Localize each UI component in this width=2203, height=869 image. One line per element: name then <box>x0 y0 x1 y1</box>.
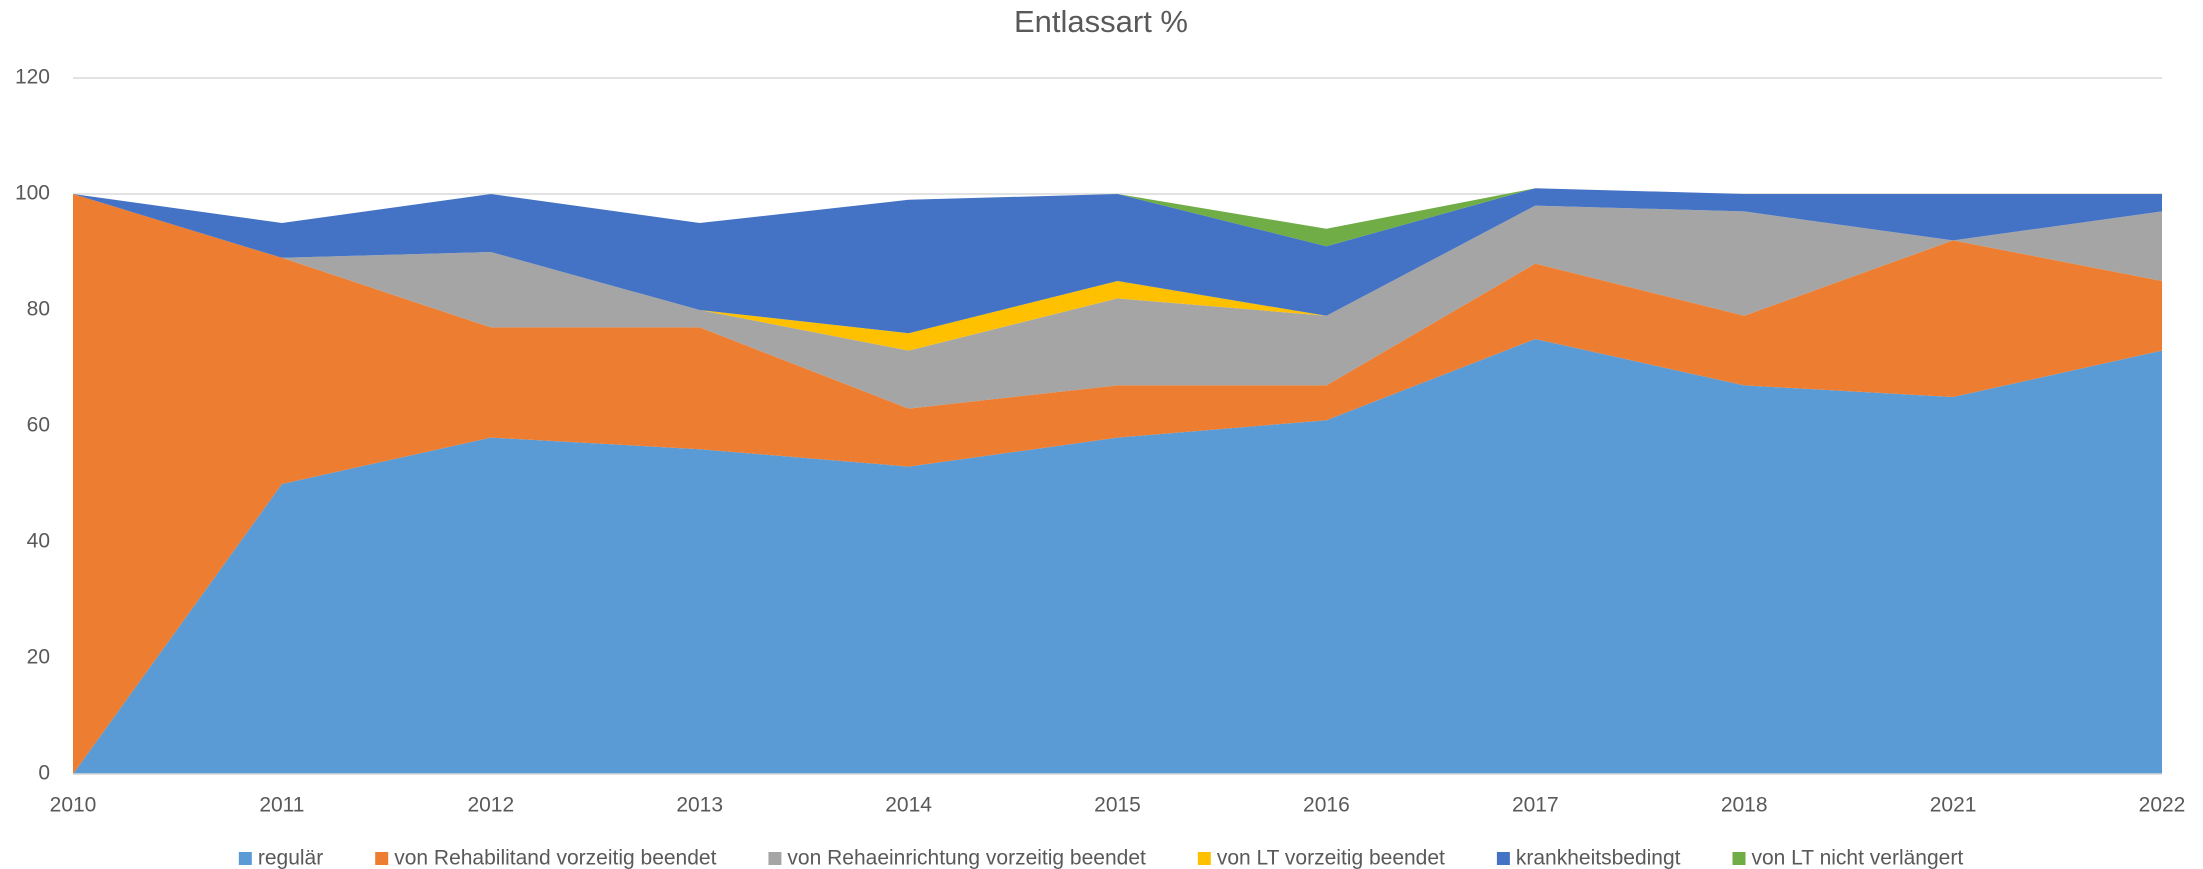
legend-swatch <box>1496 852 1510 865</box>
legend-swatch <box>1732 852 1746 865</box>
legend-swatch <box>375 852 389 865</box>
y-tick-label: 80 <box>27 298 50 321</box>
area <box>73 194 2162 409</box>
y-tick-label: 120 <box>15 66 50 89</box>
legend: regulär von Rehabilitand vorzeitig beende… <box>238 847 1963 869</box>
x-tick-label: 2018 <box>1721 794 1768 817</box>
x-tick-label: 2012 <box>467 794 514 817</box>
legend-label: von LT nicht verlängert <box>1751 847 1963 869</box>
x-tick-label: 2010 <box>50 794 97 817</box>
legend-swatch <box>1197 852 1211 865</box>
y-tick-label: 100 <box>15 182 50 205</box>
y-tick-label: 40 <box>27 530 50 553</box>
chart-title: Entlassart % <box>1014 4 1188 39</box>
x-tick-label: 2013 <box>676 794 723 817</box>
area <box>73 194 2162 774</box>
y-tick-label: 60 <box>27 414 50 437</box>
x-tick-label: 2015 <box>1094 794 1141 817</box>
x-tick-label: 2016 <box>1303 794 1350 817</box>
x-tick-label: 2014 <box>885 794 932 817</box>
y-tick-label: 20 <box>27 646 50 669</box>
x-tick-label: 2021 <box>1930 794 1977 817</box>
legend-label: krankheitsbedingt <box>1516 847 1681 869</box>
y-tick-label: 0 <box>38 762 50 785</box>
legend-label: von Rehaeinrichtung vorzeitig beendet <box>787 847 1146 869</box>
x-tick-label: 2022 <box>2139 794 2186 817</box>
legend-label: von LT vorzeitig beendet <box>1217 847 1445 869</box>
legend-label: von Rehabilitand vorzeitig beendet <box>394 847 716 869</box>
x-tick-label: 2017 <box>1512 794 1559 817</box>
legend-label: regulär <box>258 847 323 869</box>
legend-swatch <box>238 852 252 865</box>
legend-swatch <box>768 852 782 865</box>
area <box>73 339 2162 774</box>
area <box>73 188 2162 334</box>
x-tick-label: 2011 <box>259 794 304 817</box>
